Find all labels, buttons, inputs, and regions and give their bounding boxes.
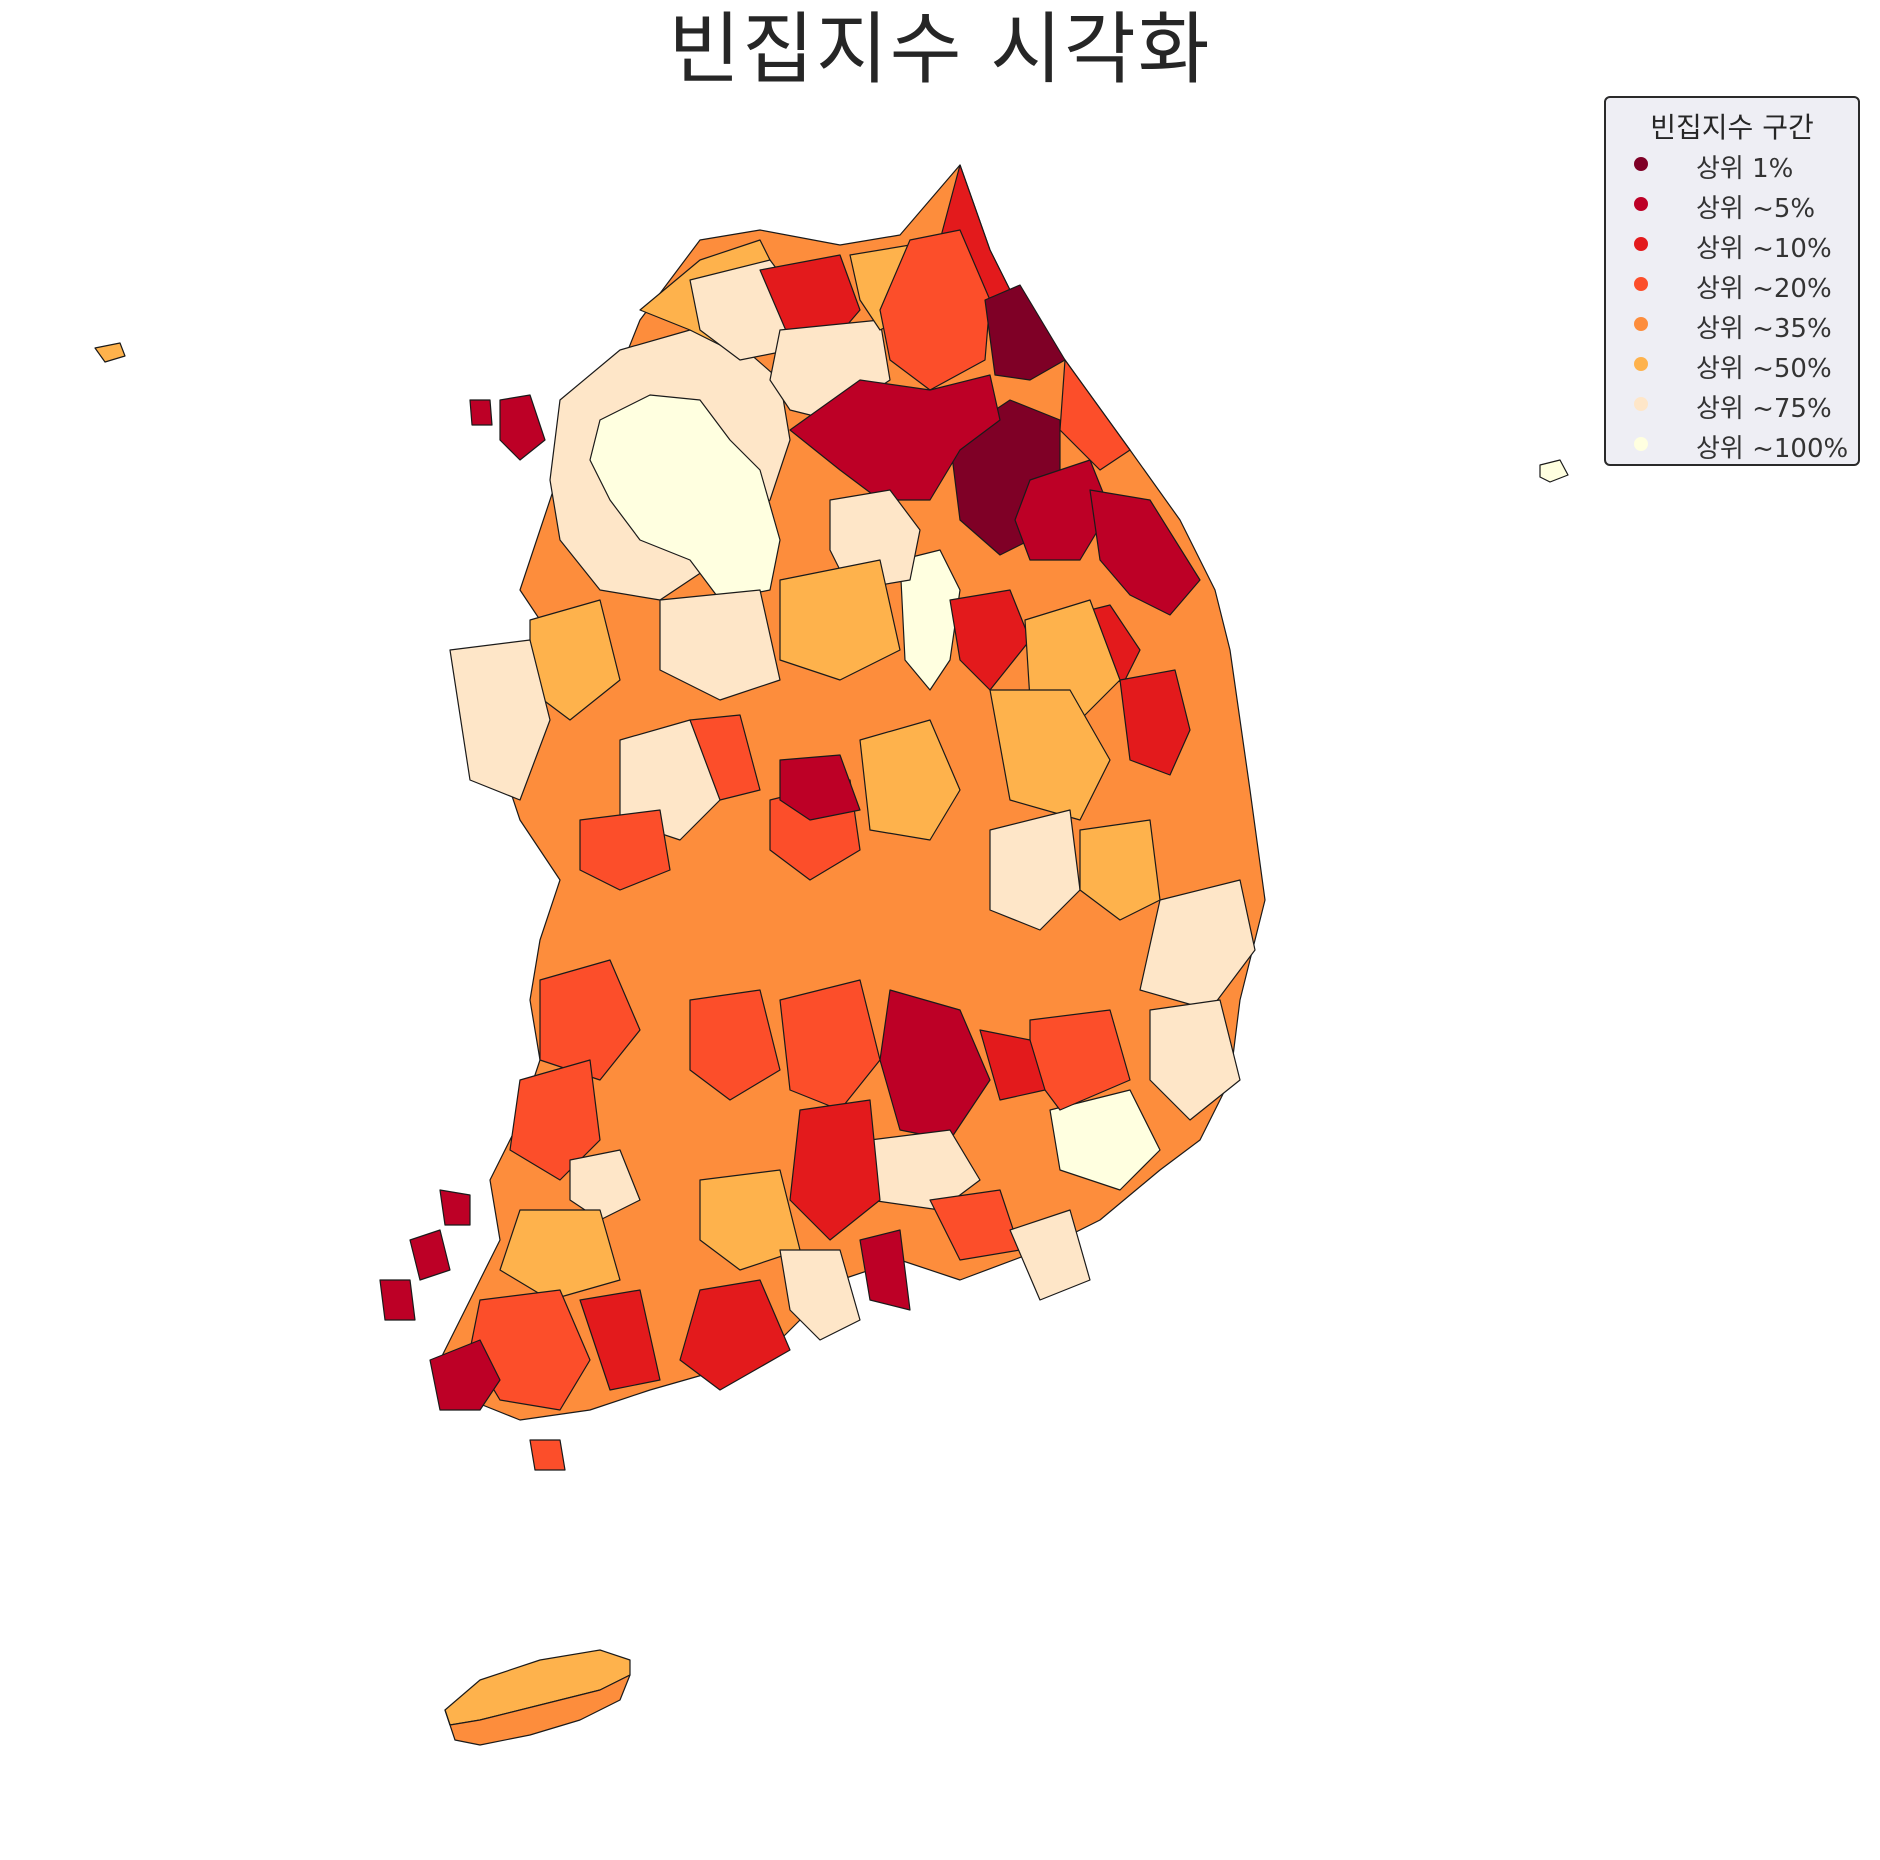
region-south-red: [859, 1229, 911, 1311]
legend-swatch-icon: [1634, 317, 1648, 331]
legend-title: 빈집지수 구간: [1650, 111, 1814, 144]
region-honam-g: [569, 1149, 641, 1221]
region-central-l: [579, 809, 671, 891]
region-northeast-inland: [879, 229, 991, 391]
region-southeast-a: [1139, 879, 1256, 1011]
legend-item: 상위 ~10%: [1606, 224, 1856, 264]
legend-swatch-icon: [1634, 437, 1648, 451]
legend-label: 상위 1%: [1696, 154, 1794, 184]
legend-item: 상위 ~35%: [1606, 304, 1856, 344]
region-gb-red-b: [979, 1029, 1046, 1101]
region-sw-island-a: [429, 1339, 501, 1411]
legend-item: 상위 ~5%: [1606, 184, 1856, 224]
region-honam-d: [779, 979, 881, 1111]
legend-swatch-icon: [1634, 357, 1648, 371]
region-capital-core: [589, 394, 781, 601]
region-honam-e: [789, 1099, 881, 1241]
legend-label: 상위 ~100%: [1696, 434, 1849, 464]
legend-label: 상위 ~10%: [1696, 234, 1832, 264]
region-southeast-e: [1079, 819, 1161, 921]
legend-item: 상위 ~20%: [1606, 264, 1856, 304]
region-baengnyeong: [94, 342, 126, 363]
region-central-j: [659, 589, 781, 701]
region-sw-island-d: [439, 1189, 471, 1226]
legend-label: 상위 ~20%: [1696, 274, 1832, 304]
legend-swatch-icon: [1634, 397, 1648, 411]
legend-label: 상위 ~5%: [1696, 194, 1816, 224]
region-capital-core-b: [899, 549, 961, 691]
legend-swatch-icon: [1634, 197, 1648, 211]
region-jeju-south: [444, 1674, 631, 1746]
region-south-beige: [1009, 1209, 1091, 1301]
legend-item: 상위 1%: [1606, 144, 1856, 184]
region-honam-f: [699, 1169, 801, 1271]
region-central-g: [619, 719, 721, 841]
region-west-island-b: [469, 399, 493, 426]
region-honam-j: [579, 1289, 661, 1391]
region-honam-h: [499, 1209, 621, 1301]
region-sw-island-e: [529, 1439, 566, 1471]
region-east-orange: [1059, 359, 1131, 471]
legend-swatch-icon: [1634, 277, 1648, 291]
region-southeast-d: [989, 809, 1081, 931]
legend-swatch-icon: [1634, 237, 1648, 251]
region-west-island: [499, 394, 546, 461]
region-honam-k: [679, 1279, 791, 1391]
region-east-red-b: [1089, 489, 1201, 616]
legend-label: 상위 ~50%: [1696, 354, 1832, 384]
region-honam-a: [539, 959, 641, 1081]
legend-label: 상위 ~35%: [1696, 314, 1832, 344]
legend-label: 상위 ~75%: [1696, 394, 1832, 424]
region-southeast-b: [1149, 999, 1241, 1121]
region-north-red: [789, 374, 1001, 501]
region-central-c: [859, 719, 961, 841]
legend-item: 상위 ~50%: [1606, 344, 1856, 384]
legend-swatch-icon: [1634, 157, 1648, 171]
region-central-e: [779, 754, 861, 821]
region-south-coast: [779, 1249, 861, 1341]
region-sw-island-c: [379, 1279, 416, 1321]
region-ulleung: [1539, 459, 1569, 483]
region-northeast-top: [984, 284, 1066, 381]
region-mid-red: [949, 589, 1031, 691]
legend: 빈집지수 구간 상위 1% 상위 ~5% 상위 ~10% 상위 ~20% 상위 ~35%…: [1604, 96, 1860, 466]
map-title: 빈집지수 시각화: [668, 5, 1212, 95]
region-east-red-c: [1119, 669, 1191, 776]
legend-item: 상위 ~75%: [1606, 384, 1856, 424]
region-southeast-c: [1049, 1089, 1161, 1191]
region-honam-c: [689, 989, 781, 1101]
region-central-b: [989, 689, 1111, 821]
region-central-i: [449, 639, 551, 801]
region-sw-island-b: [409, 1229, 451, 1281]
legend-item: 상위 ~100%: [1606, 424, 1856, 464]
region-central-k: [779, 559, 901, 681]
